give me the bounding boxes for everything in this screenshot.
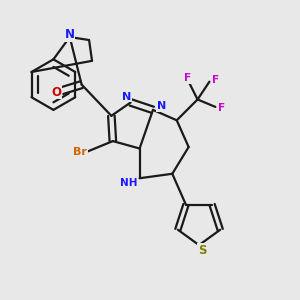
- Text: O: O: [51, 85, 62, 98]
- Text: NH: NH: [120, 178, 138, 188]
- Text: N: N: [122, 92, 132, 101]
- Text: F: F: [218, 103, 225, 113]
- Text: F: F: [184, 73, 191, 83]
- Text: Br: Br: [73, 147, 87, 158]
- Text: S: S: [198, 244, 206, 257]
- Text: F: F: [212, 75, 219, 85]
- Text: N: N: [65, 28, 75, 41]
- Text: N: N: [157, 101, 166, 111]
